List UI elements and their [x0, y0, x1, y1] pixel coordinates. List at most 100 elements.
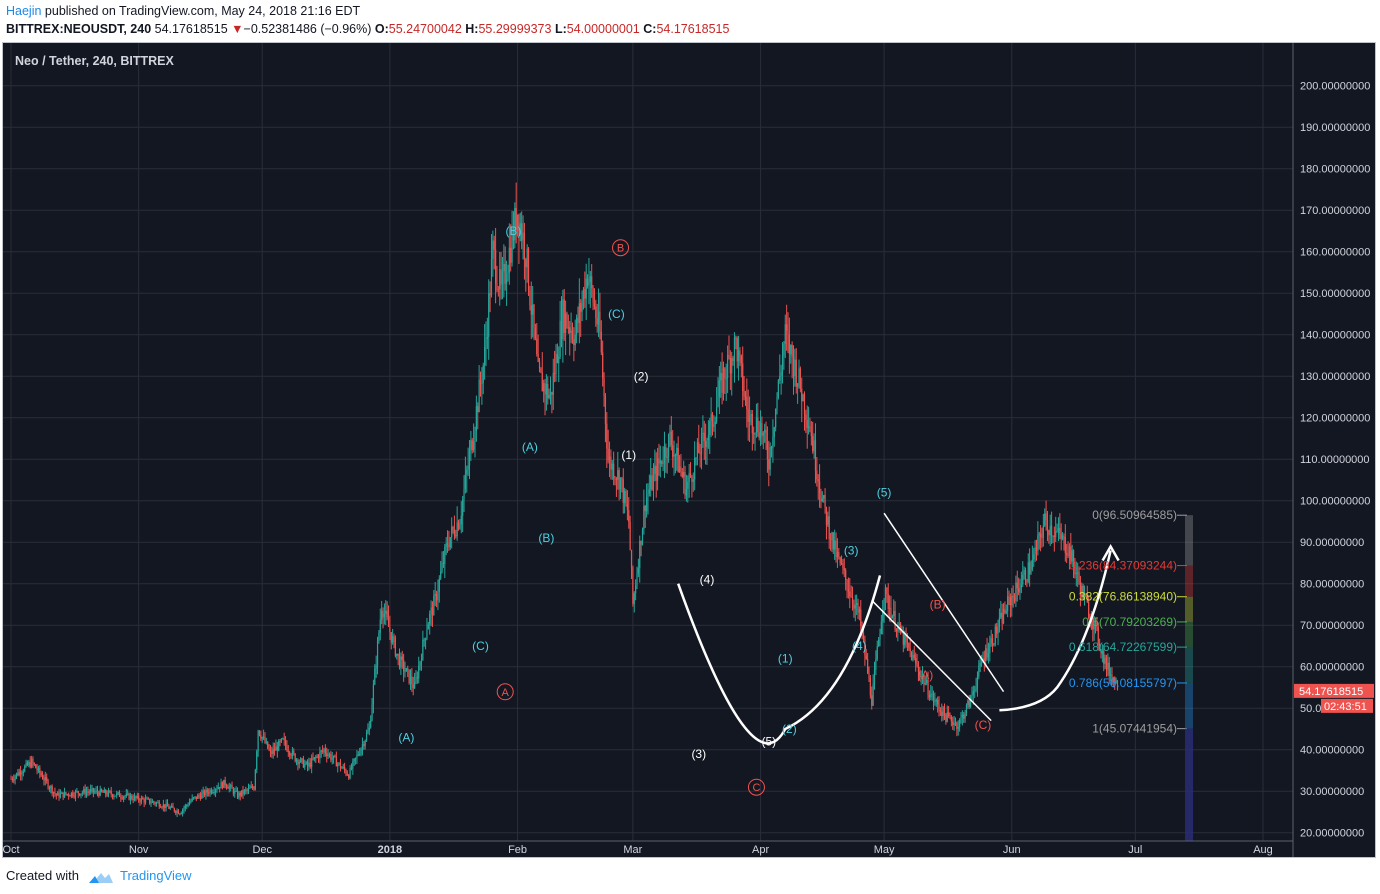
candle-body	[103, 789, 105, 793]
candle-body	[585, 278, 587, 299]
time-tick-label: Mar	[623, 844, 642, 856]
wave-labels: (A) (B) (A) (B) (C) (C) (1) (2) (4) (3) (5) (2) (1) (…	[398, 224, 991, 796]
candle-body	[1078, 572, 1080, 583]
candle-body	[849, 591, 851, 597]
candle-body	[794, 359, 796, 377]
candle-body	[98, 792, 100, 796]
candle-body	[453, 529, 456, 536]
candle-body	[619, 477, 622, 490]
candle-body	[700, 433, 703, 455]
candle-body	[577, 317, 579, 323]
candle-body	[687, 481, 689, 489]
candle-body	[363, 744, 365, 746]
fib-zone	[1185, 565, 1193, 597]
candle-body	[908, 642, 910, 649]
candle-body	[525, 259, 527, 268]
candle-body	[808, 426, 810, 428]
candle-body	[80, 793, 82, 796]
candle-body	[1053, 535, 1055, 538]
candle-body	[882, 612, 884, 622]
candle-body	[246, 789, 248, 791]
candle-body	[1002, 608, 1005, 624]
candle-body	[636, 573, 638, 586]
candle-body	[967, 700, 969, 706]
candle-body	[1027, 562, 1029, 582]
fib-zone-bottom	[1185, 728, 1193, 841]
candle-body	[28, 762, 30, 766]
last-price-tag	[1294, 683, 1374, 698]
candle-body	[957, 727, 959, 729]
candle-body	[20, 771, 22, 775]
candle-body	[820, 492, 822, 502]
candle-body	[1023, 570, 1025, 576]
price-chart[interactable]: 0(96.50964585) 0.236(84.37093244) 0.382(76…	[3, 43, 1375, 857]
candle-body	[283, 738, 285, 740]
candle-body	[566, 313, 568, 328]
candle-body	[1105, 657, 1108, 670]
candle-body	[195, 796, 197, 799]
candle-body	[1030, 569, 1032, 574]
candle-body	[845, 570, 847, 580]
candle-body	[607, 448, 609, 461]
candle-body	[313, 757, 315, 760]
candle-body	[1068, 546, 1071, 556]
wave-label: (B)	[538, 531, 554, 545]
fib-retracement[interactable]: 0(96.50964585) 0.236(84.37093244) 0.382(76…	[1069, 508, 1193, 841]
candle-body	[411, 676, 413, 685]
candle-body	[1115, 680, 1117, 684]
candle-body	[750, 414, 752, 416]
candle-body	[563, 299, 565, 333]
candle-body	[1022, 575, 1024, 585]
candle-body	[143, 799, 145, 803]
candle-body	[994, 626, 996, 644]
candle-body	[923, 675, 925, 685]
time-tick-label: Jul	[1128, 844, 1142, 856]
candle-body	[683, 472, 685, 477]
candle-body	[639, 540, 641, 569]
candle-body	[92, 788, 94, 793]
wave-label: (5)	[877, 486, 892, 500]
candle-body	[419, 661, 421, 667]
candle-body	[308, 762, 310, 767]
author-link[interactable]: Haejin	[6, 4, 42, 18]
candle-body	[191, 797, 193, 801]
candle-body	[834, 540, 836, 550]
candle-body	[324, 749, 326, 754]
candle-body	[18, 771, 20, 776]
candle-body	[729, 357, 731, 374]
candle-body	[190, 800, 192, 803]
wave-label: (B)	[505, 224, 521, 238]
candle-body	[593, 302, 596, 307]
wave-label: (2)	[782, 722, 797, 736]
candle-body	[975, 687, 977, 691]
candle-body	[659, 460, 661, 464]
candle-body	[449, 537, 451, 548]
candle-body	[1116, 680, 1119, 690]
candle-body	[205, 789, 207, 796]
candle-body	[25, 762, 27, 767]
price-axis[interactable]: 200.00000000 190.00000000 180.00000000 170.…	[1292, 43, 1374, 857]
candle-body	[396, 653, 398, 656]
tradingview-link[interactable]: TradingView	[120, 868, 192, 883]
candle-body	[633, 593, 635, 604]
candle-body	[832, 532, 834, 550]
wave-label: (4)	[852, 639, 867, 653]
time-axis[interactable]: Oct Nov Dec 2018 Feb Mar Apr May Jun Jul Aug	[3, 840, 1293, 856]
candle-body	[790, 344, 792, 355]
candle-body	[856, 603, 858, 605]
candle-body	[673, 455, 675, 457]
candle-body	[795, 359, 797, 387]
candle-body	[779, 376, 781, 381]
candle-body	[392, 636, 394, 643]
candle-body	[302, 758, 305, 768]
candle-body	[831, 532, 833, 541]
candle-body	[1052, 535, 1054, 537]
drawings	[677, 512, 1120, 745]
candle-body	[732, 358, 734, 362]
candle-body	[589, 276, 591, 283]
candle-body	[617, 470, 619, 480]
candle-body	[139, 800, 141, 802]
fib-level-label: 0.5(70.79203269)	[1082, 615, 1177, 629]
candle-body	[887, 594, 889, 609]
candle-body	[1074, 563, 1076, 575]
